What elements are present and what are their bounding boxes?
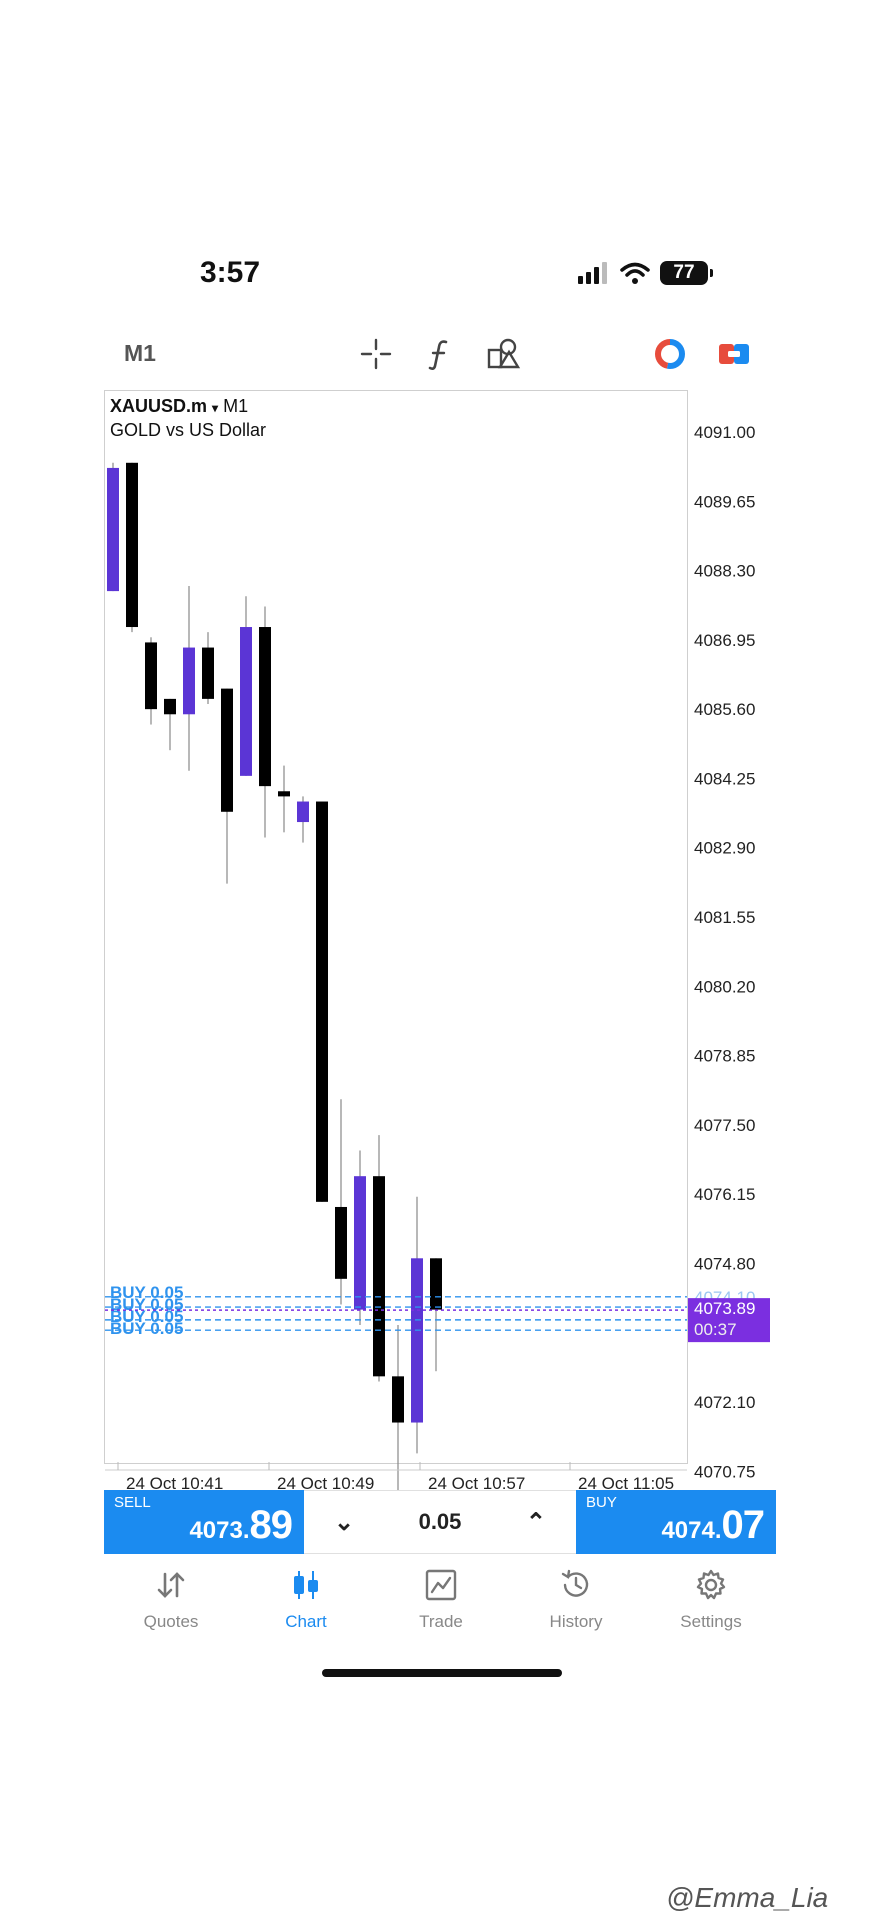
- buy-price-pips: 07: [721, 1503, 765, 1547]
- price-tick-label: 4084.25: [694, 769, 755, 788]
- candle-body: [373, 1176, 385, 1377]
- candle-body: [126, 462, 138, 628]
- crosshair-icon[interactable]: [356, 334, 396, 374]
- buy-label: BUY: [586, 1494, 617, 1511]
- candle-body: [278, 791, 290, 797]
- candle-body: [259, 627, 271, 787]
- chart-icon: [294, 1571, 318, 1599]
- price-tick-label: 4072.10: [694, 1393, 755, 1412]
- function-icon[interactable]: [420, 334, 460, 374]
- sell-label: SELL: [114, 1494, 151, 1511]
- tab-label: Chart: [285, 1612, 327, 1631]
- quotes-icon: [157, 1572, 185, 1598]
- timeframe-dropdown-icon: ▾: [212, 401, 219, 415]
- price-tick-label: 4091.00: [694, 423, 755, 442]
- battery-level: 77: [673, 262, 695, 283]
- order-label[interactable]: BUY 0.05: [110, 1295, 183, 1314]
- wifi-icon: [620, 262, 650, 284]
- candle-body: [202, 647, 214, 699]
- home-indicator: [322, 1669, 562, 1677]
- tab-label: Trade: [419, 1612, 463, 1631]
- price-tick-label: 4078.85: [694, 1047, 755, 1066]
- sell-price: 4073.89: [189, 1503, 293, 1548]
- price-tick-label: 4088.30: [694, 562, 755, 581]
- order-label[interactable]: BUY 0.05: [110, 1307, 183, 1326]
- candle-body: [164, 698, 176, 715]
- price-tick-label: 4080.20: [694, 977, 755, 996]
- time-tick-label: 24 Oct 10:41: [126, 1474, 223, 1493]
- tab-settings[interactable]: Settings: [656, 1568, 766, 1632]
- candle-body: [411, 1258, 423, 1423]
- sell-price-main: 4073.: [189, 1517, 250, 1544]
- tab-history[interactable]: History: [521, 1568, 631, 1632]
- price-tick-label: 4086.95: [694, 631, 755, 650]
- chart-description: GOLD vs US Dollar: [110, 420, 267, 440]
- time-tick-label: 24 Oct 11:05: [578, 1474, 674, 1493]
- buy-button[interactable]: BUY 4074.07: [576, 1490, 776, 1554]
- trade-panel-icon[interactable]: [714, 334, 754, 374]
- candle-body: [221, 688, 233, 812]
- time-tick-label: 24 Oct 10:49: [277, 1474, 374, 1493]
- price-tick-label: 4085.60: [694, 700, 755, 719]
- tab-chart[interactable]: Chart: [251, 1568, 361, 1632]
- price-tick-label: 4089.65: [694, 492, 755, 511]
- candle-body: [430, 1258, 442, 1310]
- trade-icon: [425, 1569, 457, 1601]
- history-icon: [561, 1569, 589, 1597]
- buy-price: 4074.07: [661, 1503, 765, 1548]
- symbol-name: XAUUSD.m: [110, 396, 208, 416]
- price-tick-label: 4082.90: [694, 839, 755, 858]
- price-tick-label: 4074.80: [694, 1254, 755, 1273]
- objects-icon[interactable]: [484, 334, 524, 374]
- price-tick-label: 4070.75: [694, 1462, 755, 1481]
- buy-price-main: 4074.: [661, 1517, 722, 1544]
- timeframe-button[interactable]: M1: [124, 340, 156, 366]
- bar-countdown: 00:37: [694, 1320, 737, 1339]
- bid-price-box: [688, 1298, 770, 1343]
- watermark-text: @Emma_Lia: [666, 1882, 829, 1913]
- candle-body: [354, 1176, 366, 1310]
- chart-color-icon[interactable]: [650, 334, 690, 374]
- chart-area[interactable]: [104, 390, 688, 1464]
- sell-price-pips: 89: [249, 1503, 293, 1547]
- lot-size-control: ⌄ 0.05 ⌃: [304, 1490, 576, 1554]
- candle-body: [392, 1376, 404, 1423]
- bid-price-label: 4073.89: [694, 1299, 755, 1318]
- order-label[interactable]: BUY 0.05: [110, 1319, 183, 1338]
- candle-body: [145, 642, 157, 710]
- price-tick-label: 4081.55: [694, 908, 755, 927]
- chart-symbol[interactable]: XAUUSD.m ▾ M1: [110, 396, 248, 417]
- price-tick-label: 4076.15: [694, 1185, 755, 1204]
- tab-label: Settings: [680, 1612, 742, 1631]
- order-label[interactable]: BUY 0.05: [110, 1283, 183, 1302]
- price-tick-label: 4077.50: [694, 1116, 755, 1135]
- lot-size-value[interactable]: 0.05: [418, 1509, 462, 1534]
- chart-timeframe: M1: [223, 396, 249, 416]
- status-icons: 77: [578, 258, 713, 288]
- signal-icon: [578, 262, 607, 284]
- candle-body: [240, 627, 252, 776]
- tab-label: Quotes: [143, 1612, 199, 1631]
- tab-label: History: [549, 1612, 603, 1631]
- candle-body: [183, 647, 195, 715]
- candle-body: [297, 801, 309, 823]
- decrease-lot-button[interactable]: ⌄: [334, 1508, 355, 1536]
- increase-lot-button[interactable]: ⌃: [525, 1508, 546, 1536]
- candle-body: [316, 801, 328, 1202]
- gear-icon: [696, 1569, 726, 1600]
- tab-quotes[interactable]: Quotes: [116, 1568, 226, 1632]
- time-tick-label: 24 Oct 10:57: [428, 1474, 525, 1493]
- status-time: 3:57: [200, 256, 261, 289]
- candle-body: [335, 1206, 347, 1279]
- sell-button[interactable]: SELL 4073.89: [104, 1490, 304, 1554]
- tab-trade[interactable]: Trade: [386, 1568, 496, 1632]
- candle-body: [107, 467, 119, 592]
- battery-icon: 77: [660, 261, 713, 285]
